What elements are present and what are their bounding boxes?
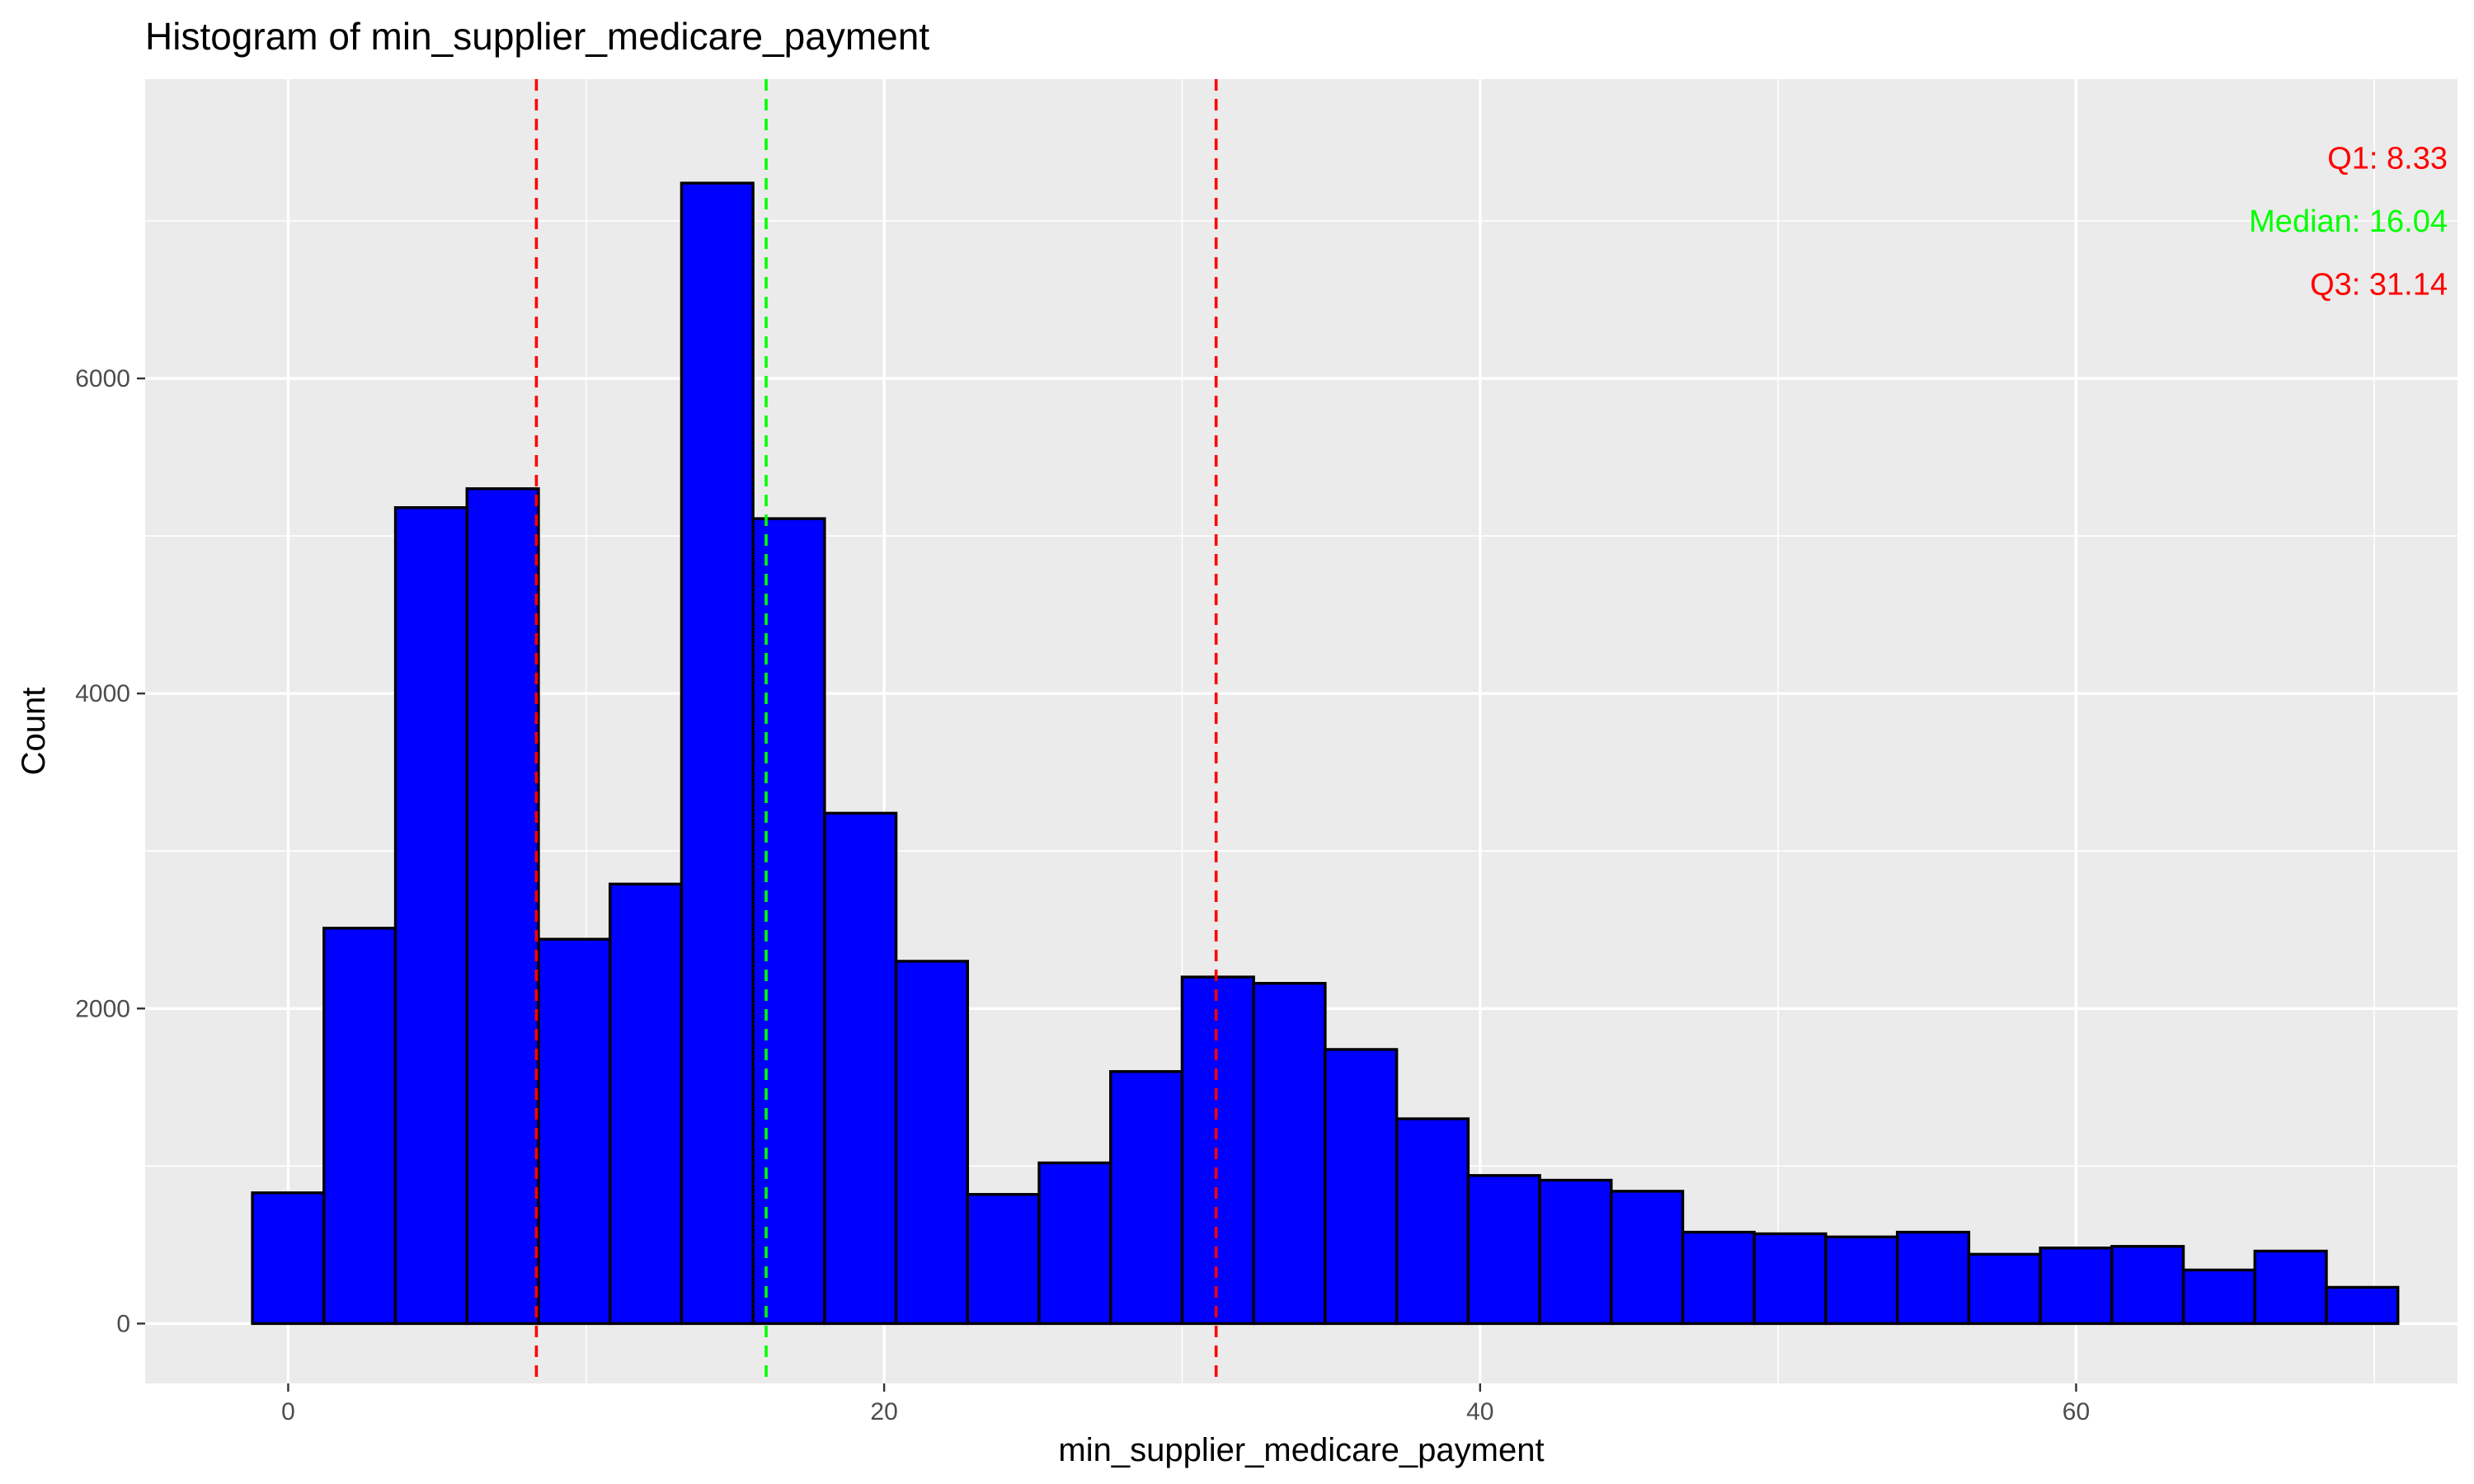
- y-tick-label: 4000: [75, 680, 130, 707]
- histogram-bar: [1252, 982, 1327, 1326]
- median-annotation: Median: 16.04: [2249, 204, 2448, 239]
- histogram-bar: [2181, 1268, 2256, 1326]
- histogram-bar: [966, 1193, 1041, 1326]
- histogram-bar: [1610, 1190, 1685, 1326]
- q3-annotation: Q3: 31.14: [2310, 267, 2448, 302]
- histogram-bar: [1538, 1178, 1613, 1326]
- minor-gridlines: [145, 79, 2458, 1383]
- histogram-bar: [1037, 1161, 1112, 1326]
- histogram-bar: [2110, 1245, 2185, 1326]
- histogram-bar: [393, 505, 468, 1326]
- histogram-bar: [680, 181, 755, 1326]
- axis-ticks: 0 2000 4000 6000 0 20 40 60: [75, 365, 2090, 1425]
- histogram-bar: [1180, 975, 1255, 1326]
- x-tick-label: 40: [1466, 1398, 1493, 1425]
- histogram-bar: [537, 937, 612, 1326]
- histogram-bar: [1109, 1069, 1184, 1326]
- histogram-bar: [1466, 1174, 1541, 1326]
- histogram-bar: [823, 811, 898, 1326]
- histogram-bar: [1324, 1048, 1399, 1326]
- x-axis-title: min_supplier_medicare_payment: [1058, 1432, 1544, 1468]
- x-tick-label: 0: [281, 1398, 295, 1425]
- histogram-bar: [322, 927, 397, 1326]
- y-tick-label: 6000: [75, 365, 130, 392]
- x-tick-label: 60: [2062, 1398, 2090, 1425]
- chart-title: Histogram of min_supplier_medicare_payme…: [145, 15, 929, 58]
- histogram-bar: [1824, 1235, 1899, 1326]
- histogram-bar: [2039, 1246, 2114, 1326]
- histogram-bar: [1681, 1230, 1756, 1326]
- histogram-bar: [465, 487, 540, 1326]
- histogram-bar: [1395, 1117, 1470, 1326]
- histogram-bar: [251, 1191, 326, 1326]
- histogram-bars: [251, 181, 2400, 1326]
- y-tick-label: 2000: [75, 995, 130, 1022]
- histogram-bar: [2325, 1285, 2400, 1326]
- histogram-bar: [894, 960, 969, 1326]
- quartile-annotations: Q1: 8.33 Median: 16.04 Q3: 31.14: [2249, 142, 2448, 303]
- histogram-bar: [608, 882, 684, 1326]
- x-tick-label: 20: [870, 1398, 897, 1425]
- histogram-bar: [2253, 1249, 2328, 1326]
- y-tick-label: 0: [116, 1310, 130, 1337]
- histogram-bar: [1895, 1230, 1971, 1326]
- histogram-bar: [1752, 1232, 1827, 1326]
- histogram-bar: [751, 517, 826, 1326]
- y-axis-title: Count: [16, 688, 52, 776]
- histogram-bar: [1967, 1252, 2042, 1326]
- q1-annotation: Q1: 8.33: [2327, 142, 2448, 176]
